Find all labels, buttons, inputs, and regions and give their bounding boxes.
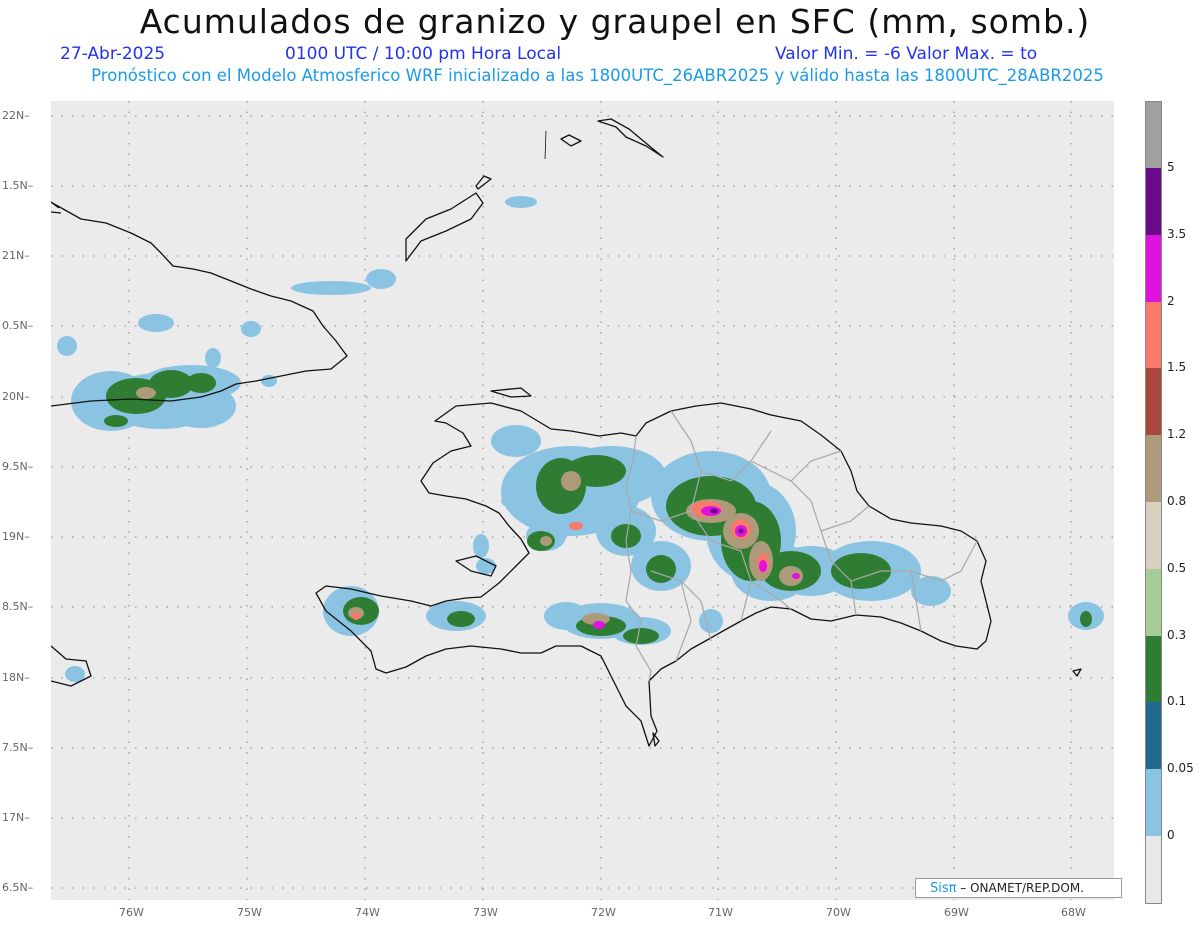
- colorbar-label: 0.5: [1167, 560, 1187, 575]
- colorbar-label: 2: [1167, 293, 1175, 308]
- lon-label: 69W: [944, 906, 969, 919]
- lat-label: 7.5N–: [2, 741, 34, 754]
- colorbar-segment: [1146, 502, 1161, 569]
- forecast-time: 0100 UTC / 10:00 pm Hora Local: [285, 44, 562, 64]
- lat-label: 6.5N–: [2, 881, 34, 894]
- colorbar-label: 3.5: [1167, 226, 1187, 241]
- colorbar-segment: [1146, 702, 1161, 770]
- lon-label: 68W: [1061, 906, 1086, 919]
- lat-label: 22N–: [2, 109, 30, 122]
- lat-label: 20N–: [2, 390, 30, 403]
- lon-label: 74W: [355, 906, 380, 919]
- map-canvas: [51, 101, 1114, 900]
- lat-label: 19N–: [2, 530, 30, 543]
- colorbar-segment: [1146, 168, 1161, 235]
- model-subtitle: Pronóstico con el Modelo Atmosferico WRF…: [91, 66, 1104, 85]
- colorbar-segment: [1146, 234, 1161, 302]
- map-panel: [51, 101, 1114, 900]
- colorbar: [1145, 101, 1162, 904]
- colorbar-segment: [1146, 102, 1161, 168]
- colorbar-segment: [1146, 635, 1161, 703]
- coastline: [51, 118, 1082, 747]
- colorbar-label: 5: [1167, 160, 1175, 174]
- lat-label: 1.5N–: [2, 179, 34, 192]
- admin-borders: [625, 410, 978, 682]
- colorbar-label: 0: [1167, 828, 1175, 842]
- colorbar-label: 0.3: [1167, 627, 1187, 642]
- colorbar-segment: [1146, 368, 1161, 436]
- lat-label: 21N–: [2, 249, 30, 262]
- lat-label: 0.5N–: [2, 319, 34, 332]
- credit-text: – ONAMET/REP.DOM.: [956, 881, 1084, 895]
- colorbar-segment: [1146, 836, 1161, 903]
- colorbar-label: 1.2: [1167, 427, 1187, 442]
- hail-graupel-shading: [57, 196, 1104, 682]
- map-title: Acumulados de granizo y graupel en SFC (…: [139, 2, 1091, 41]
- lon-label: 71W: [708, 906, 733, 919]
- forecast-date: 27-Abr-2025: [60, 44, 166, 64]
- lat-label: 8.5N–: [2, 600, 34, 613]
- value-range: Valor Min. = -6 Valor Max. = to: [775, 44, 1038, 64]
- lat-label: 9.5N–: [2, 460, 34, 473]
- lon-label: 70W: [826, 906, 851, 919]
- colorbar-label: 0.1: [1167, 694, 1187, 709]
- colorbar-label: 0.05: [1167, 761, 1194, 776]
- colorbar-segment: [1146, 769, 1161, 836]
- credit-box: Sisπ – ONAMET/REP.DOM.: [915, 878, 1122, 898]
- lon-label: 73W: [473, 906, 498, 919]
- colorbar-label: 0.8: [1167, 494, 1187, 508]
- colorbar-segment: [1146, 568, 1161, 636]
- colorbar-segment: [1146, 301, 1161, 369]
- sispi-logo: Sisπ: [930, 881, 957, 896]
- lon-label: 76W: [119, 906, 144, 919]
- colorbar-segment: [1146, 435, 1161, 502]
- lat-label: 18N–: [2, 671, 30, 684]
- lat-label: 17N–: [2, 811, 30, 824]
- lon-label: 75W: [237, 906, 262, 919]
- lon-label: 72W: [591, 906, 616, 919]
- colorbar-label: 1.5: [1167, 360, 1187, 375]
